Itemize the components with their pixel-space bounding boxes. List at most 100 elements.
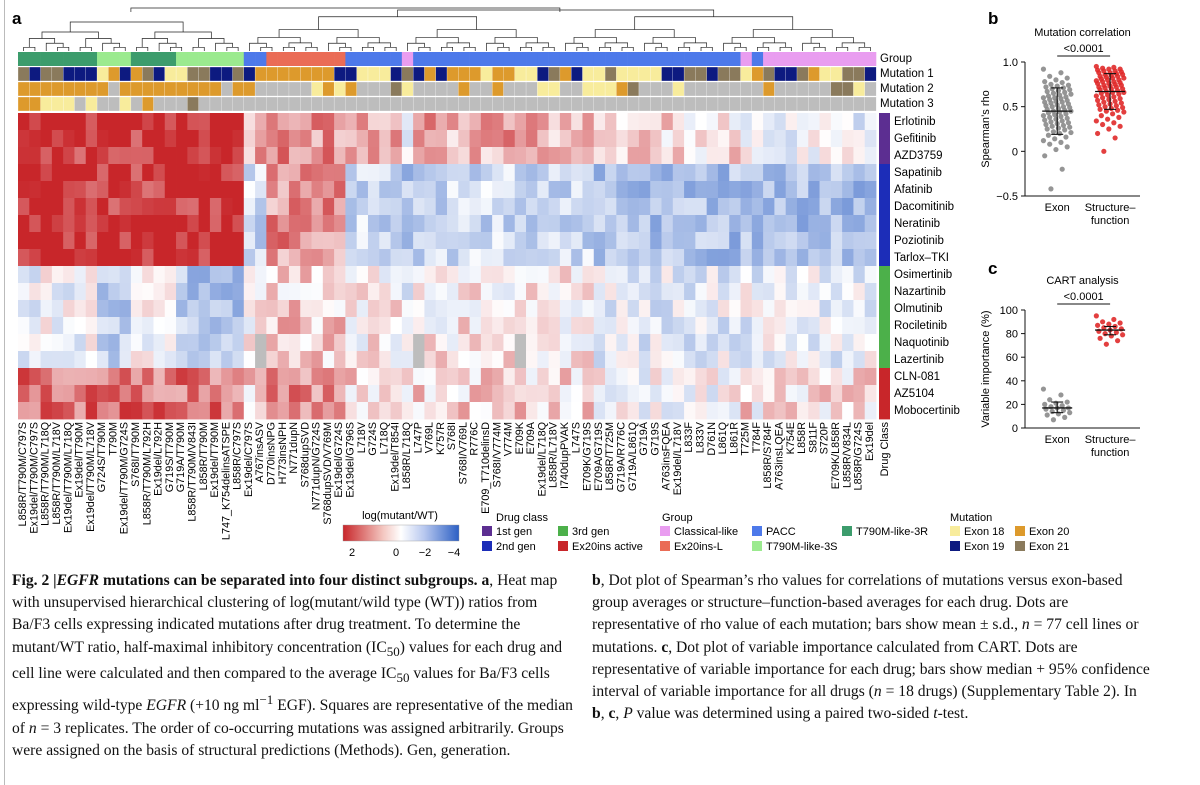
heatmap-cell	[616, 317, 629, 335]
mutation-track-cell	[571, 81, 583, 97]
heatmap-cell	[571, 402, 583, 420]
heatmap-cell	[650, 147, 662, 165]
heatmap-cell	[142, 300, 154, 318]
heatmap-cell	[232, 368, 245, 386]
heatmap-cell	[842, 113, 854, 131]
heatmap-cell	[774, 147, 787, 165]
heatmap-cell	[819, 147, 832, 165]
mutation-track-cell	[277, 66, 290, 82]
heatmap-cell	[763, 198, 775, 216]
mutation-track-cell	[616, 96, 629, 112]
heatmap-cell	[853, 215, 866, 233]
heatmap-cell	[277, 198, 290, 216]
data-point	[1100, 121, 1106, 128]
heatmap-cell	[830, 351, 843, 369]
heatmap-cell	[221, 334, 233, 352]
heatmap-cell	[650, 164, 662, 182]
heatmap-cell	[537, 317, 550, 335]
heatmap-cell	[277, 147, 290, 165]
heatmap-cell	[672, 198, 685, 216]
mutation-label: Ex19del/T790M	[74, 422, 86, 498]
heatmap-cell	[514, 368, 527, 386]
panel-c-label: c	[988, 259, 997, 278]
heatmap-cell	[187, 385, 200, 403]
mutation-track-cell	[119, 81, 132, 97]
x-category-label: Exon	[1045, 434, 1070, 446]
heatmap-cell	[187, 283, 200, 301]
heatmap-cell	[695, 181, 708, 199]
heatmap-cell	[526, 164, 538, 182]
mutation-track-cell	[153, 81, 166, 97]
group-cell	[774, 52, 786, 66]
legend-label-pacc: PACC	[766, 526, 796, 538]
heatmap-cell	[480, 147, 493, 165]
heatmap-cell	[255, 181, 267, 199]
heatmap-cell	[142, 198, 154, 216]
heatmap-cell	[63, 215, 75, 233]
drug-class-cell	[879, 198, 890, 216]
group-cell	[763, 52, 775, 66]
heatmap-cell	[153, 351, 166, 369]
heatmap-cell	[97, 130, 109, 148]
data-point	[1120, 104, 1126, 111]
mutation-label: T784F	[751, 422, 763, 454]
heatmap-cell	[108, 266, 121, 284]
heatmap-cell	[97, 385, 109, 403]
heatmap-cell	[819, 283, 832, 301]
heatmap-cell	[447, 164, 459, 182]
heatmap-cell	[638, 249, 651, 267]
heatmap-cell	[119, 181, 132, 199]
mutation-track-cell	[17, 81, 30, 97]
heatmap-cell	[40, 334, 53, 352]
dendrogram-branch	[69, 21, 184, 32]
legend-mutation: Mutation Exon 18 Exon 20 Exon 19 Exon 21	[950, 512, 1069, 553]
caption-left: Fig. 2 |EGFR mutations can be separated …	[12, 570, 577, 762]
heatmap-cell	[559, 351, 572, 369]
heatmap-cell	[345, 113, 358, 131]
heatmap-cell	[492, 198, 504, 216]
mutation-label: Ex19del/L792H	[153, 422, 165, 496]
data-point	[1058, 139, 1064, 145]
group-cell	[277, 52, 290, 66]
mutation-track-cell	[108, 81, 121, 97]
group-cell	[119, 52, 132, 66]
heatmap-cell	[345, 351, 358, 369]
caption-b-label: b	[592, 572, 601, 589]
heatmap-cell	[232, 283, 245, 301]
heatmap-cell	[322, 198, 335, 216]
heatmap-cell	[740, 164, 753, 182]
heatmap-cell	[424, 402, 437, 420]
mutation-track-cell	[661, 96, 674, 112]
heatmap-cell	[503, 164, 516, 182]
heatmap-cell	[785, 385, 798, 403]
heatmap-cell	[706, 266, 719, 284]
heatmap-cell	[796, 368, 809, 386]
mutation-track-cell	[300, 66, 312, 82]
heatmap-cell	[209, 232, 222, 250]
heatmap-cell	[221, 317, 233, 335]
data-point	[1052, 112, 1058, 118]
heatmap-cell	[266, 334, 279, 352]
heatmap-cell	[435, 300, 448, 318]
data-point	[1060, 407, 1067, 413]
data-point	[1110, 111, 1116, 117]
y-tick-label: 0	[1012, 146, 1018, 158]
heatmap-cell	[706, 113, 719, 131]
mutation-track-cell	[672, 81, 685, 97]
data-point	[1108, 105, 1114, 112]
heatmap-cell	[40, 147, 53, 165]
heatmap-cell	[164, 113, 177, 131]
heatmap-cell	[424, 283, 437, 301]
heatmap-cell	[277, 300, 290, 318]
mutation-track-cell	[480, 81, 493, 97]
heatmap-cell	[447, 402, 459, 420]
heatmap-cell	[480, 385, 493, 403]
heatmap-cell	[51, 351, 64, 369]
heatmap-cell	[255, 249, 267, 267]
heatmap-cell	[458, 164, 470, 182]
mutation-track-cell	[808, 81, 821, 97]
group-cell	[379, 52, 391, 66]
heatmap-cell	[582, 283, 595, 301]
heatmap-cell	[164, 249, 177, 267]
mutation-track-cell	[762, 66, 775, 82]
